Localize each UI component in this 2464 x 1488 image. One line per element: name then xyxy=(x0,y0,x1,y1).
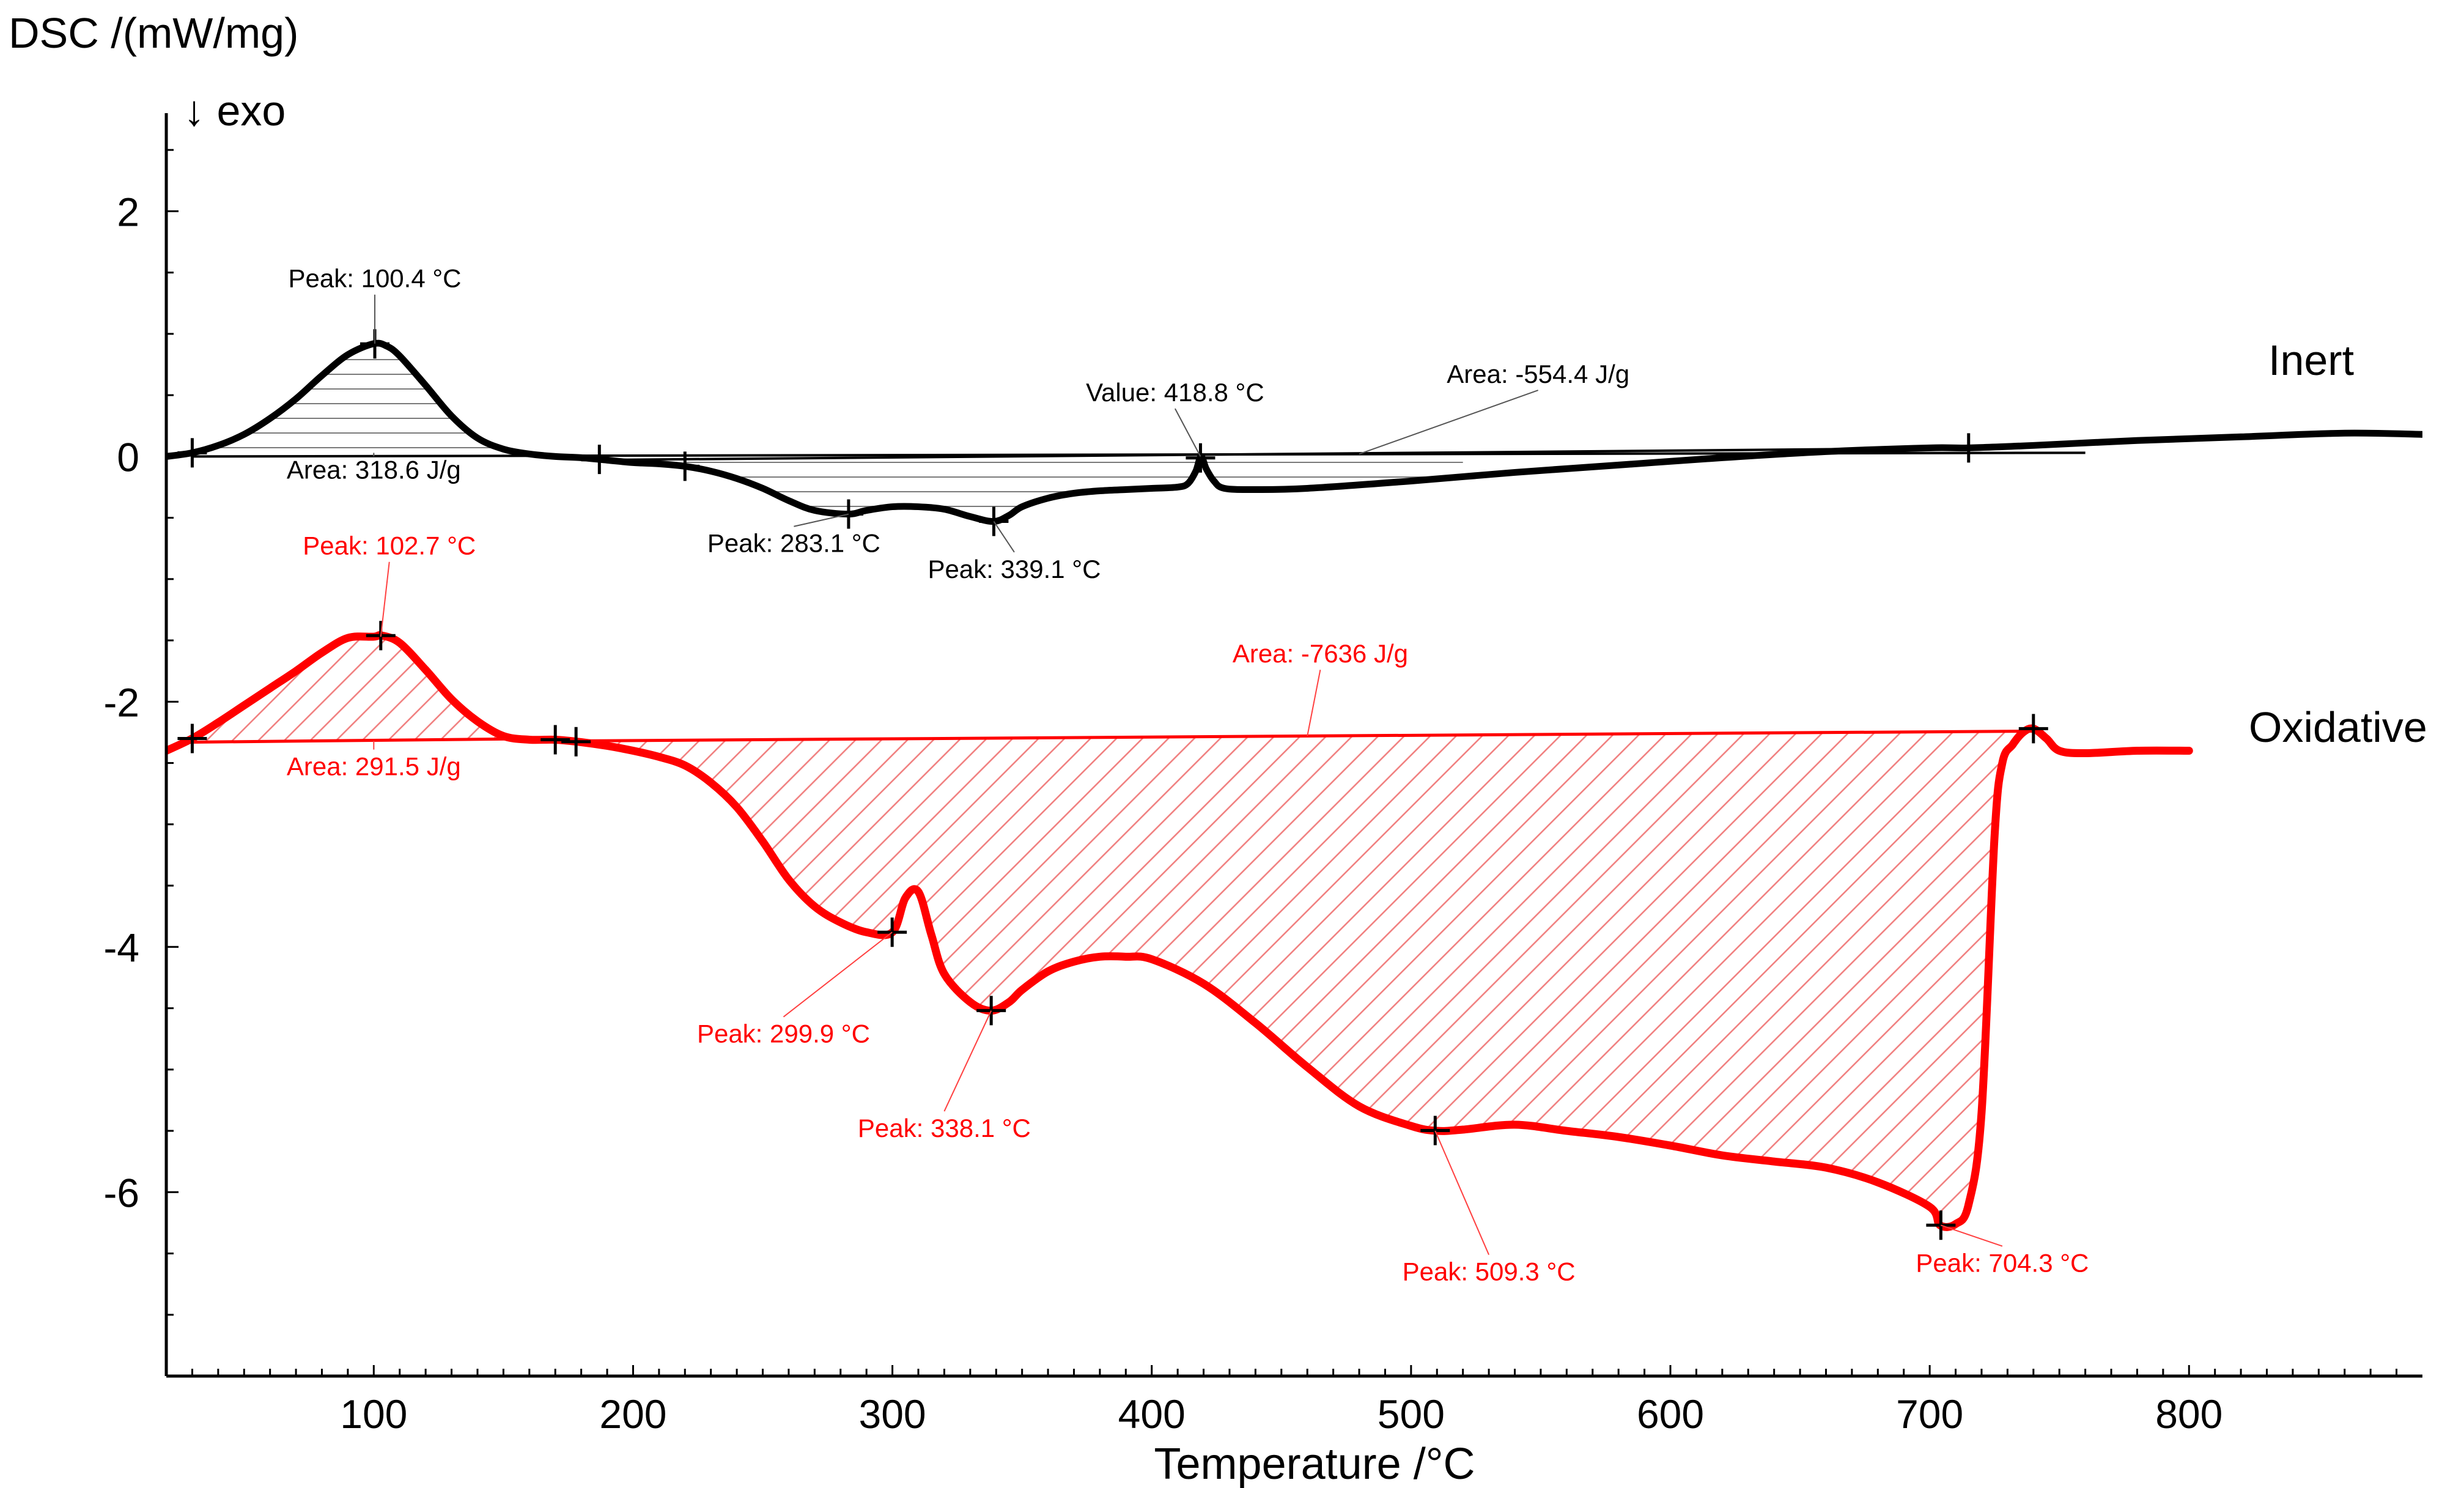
y-axis-title: DSC /(mW/mg) xyxy=(9,9,298,57)
y-tick-label: -4 xyxy=(103,925,139,970)
inert-marker xyxy=(979,506,1009,536)
y-tick-label: -6 xyxy=(103,1170,139,1215)
oxidative-annotation-peak-704-3-c: Peak: 704.3 °C xyxy=(1916,1249,2089,1278)
oxidative-marker xyxy=(561,727,591,757)
inert-marker xyxy=(585,445,614,475)
x-tick-label: 700 xyxy=(1896,1391,1963,1437)
oxidative-annotation-area-291-5-j-g: Area: 291.5 J/g xyxy=(287,752,461,781)
annotation-leader xyxy=(1941,1224,2003,1247)
annotation-leader xyxy=(1434,1130,1490,1256)
tick-markers xyxy=(177,329,2048,1240)
shaded-areas xyxy=(192,343,2034,1226)
x-tick-label: 300 xyxy=(859,1391,926,1437)
x-tick-label: 100 xyxy=(340,1391,407,1437)
annotation-leader xyxy=(794,513,849,527)
inert-annotation-area-554-4-j-g: Area: -554.4 J/g xyxy=(1447,360,1629,388)
annotation-leader xyxy=(380,561,390,637)
oxidative-marker xyxy=(540,725,570,755)
inert-annotation-value-418-8-c: Value: 418.8 °C xyxy=(1086,378,1264,407)
axes xyxy=(164,113,2422,1378)
y-tick-label: 0 xyxy=(117,434,139,479)
inert-shaded-area xyxy=(192,343,556,457)
annotation-leader xyxy=(943,1010,992,1112)
y-axis-ticks: 2 0 -2 -4 -6 xyxy=(103,149,179,1316)
oxidative-annotation-peak-338-1-c: Peak: 338.1 °C xyxy=(858,1114,1031,1142)
exo-direction-label: ↓ exo xyxy=(183,87,286,135)
oxidative-annotation-peak-102-7-c: Peak: 102.7 °C xyxy=(303,531,476,560)
annotation-leaders xyxy=(373,294,2003,1256)
inert-baseline xyxy=(581,446,1982,462)
y-tick-label: 2 xyxy=(117,189,139,234)
annotation-leader xyxy=(993,521,1015,553)
inert-annotation-peak-283-1-c: Peak: 283.1 °C xyxy=(707,529,880,558)
annotation-leader xyxy=(1175,408,1201,457)
oxidative-marker xyxy=(1420,1116,1450,1146)
x-tick-label: 800 xyxy=(2155,1391,2222,1437)
oxidative-shaded-area xyxy=(576,728,2034,1226)
oxidative-marker xyxy=(1926,1210,1956,1240)
oxidative-marker xyxy=(976,996,1006,1026)
y-tick-label: -2 xyxy=(103,679,139,725)
x-tick-label: 400 xyxy=(1118,1391,1186,1437)
x-tick-label: 600 xyxy=(1637,1391,1704,1437)
inert-shaded-area xyxy=(685,454,1463,522)
annotation-leader xyxy=(783,931,893,1018)
inert-marker xyxy=(670,451,700,481)
x-tick-label: 500 xyxy=(1378,1391,1445,1437)
oxidative-annotation-peak-299-9-c: Peak: 299.9 °C xyxy=(697,1020,870,1048)
inert-annotation-area-318-6-j-g: Area: 318.6 J/g xyxy=(287,455,461,484)
inert-marker xyxy=(1186,443,1215,473)
oxidative-annotation-area-7636-j-g: Area: -7636 J/g xyxy=(1233,639,1408,668)
inert-marker xyxy=(833,499,863,529)
inert-series-line xyxy=(166,339,2422,525)
legend-inert: Inert xyxy=(2268,336,2354,384)
oxidative-marker xyxy=(2018,714,2048,744)
annotation-leader xyxy=(1307,669,1321,736)
oxidative-baseline xyxy=(192,736,556,744)
x-axis-title: Temperature /°C xyxy=(1154,1440,1475,1488)
annotations: Peak: 100.4 °C Area: 318.6 J/g Peak: 283.1… xyxy=(287,264,2089,1286)
oxidative-shaded-area xyxy=(192,635,556,742)
x-axis-ticks: 100 200 300 400 500 600 700 800 xyxy=(191,1365,2398,1437)
inert-marker xyxy=(177,438,207,468)
inert-marker xyxy=(1953,433,1983,463)
oxidative-annotation-peak-509-3-c: Peak: 509.3 °C xyxy=(1403,1257,1576,1286)
oxidative-marker xyxy=(177,724,207,753)
data-series xyxy=(166,339,2422,1231)
oxidative-baseline xyxy=(576,729,2034,742)
legend-oxidative: Oxidative xyxy=(2249,703,2427,751)
annotation-leader xyxy=(1359,390,1539,455)
inert-annotation-peak-339-1-c: Peak: 339.1 °C xyxy=(928,555,1101,583)
oxidative-series-line xyxy=(166,631,2193,1231)
inert-annotation-peak-100-4-c: Peak: 100.4 °C xyxy=(289,264,462,293)
x-tick-label: 200 xyxy=(599,1391,666,1437)
